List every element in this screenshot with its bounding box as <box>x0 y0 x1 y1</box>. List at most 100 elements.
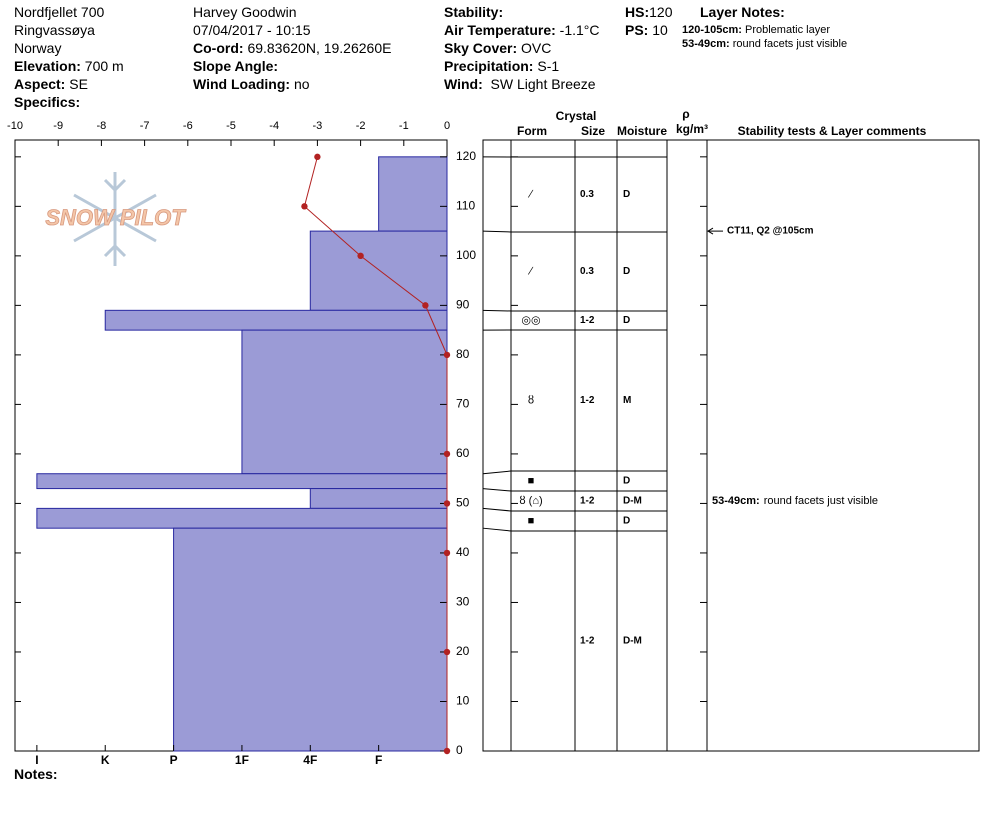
coord: Co-ord: 69.83620N, 19.26260E <box>193 39 391 57</box>
crystal-size: 0.3 <box>580 266 594 277</box>
layer-note: 53-49cm: round facets just visible <box>682 38 847 50</box>
value: S-1 <box>537 58 560 74</box>
layer-connector <box>482 230 512 233</box>
crystal-size: 1-2 <box>580 315 595 326</box>
text: round facets just visible <box>732 38 848 50</box>
range: 120-105cm: <box>682 24 742 36</box>
y-tick-label: 100 <box>456 248 476 262</box>
header-comments: Stability tests & Layer comments <box>738 124 927 138</box>
temperature-point <box>314 153 321 161</box>
crystal-size: 1-2 <box>580 636 595 647</box>
y-tick-label: 60 <box>456 446 470 460</box>
elevation: Elevation: 700 m <box>14 57 124 75</box>
hardness-bar <box>309 488 448 509</box>
x-tick-label: 0 <box>444 120 450 132</box>
hardness-tick-label: I <box>35 753 38 767</box>
x-tick-label: -1 <box>399 120 409 132</box>
x-tick-label: -2 <box>356 120 366 132</box>
crystal-form: ◎◎ <box>521 314 540 326</box>
crystal-form: ∕ <box>527 265 534 277</box>
crystal-form: ȣ <box>528 394 534 406</box>
value: SW Light Breeze <box>490 76 596 92</box>
value: OVC <box>521 40 552 56</box>
layer-connector <box>482 309 512 312</box>
hardness-bar <box>36 507 448 529</box>
temperature-point <box>301 203 308 210</box>
x-tick-label: -6 <box>183 120 193 132</box>
hardness-tick-label: K <box>101 753 110 767</box>
x-tick-label: -7 <box>140 120 150 132</box>
observer: Harvey Goodwin <box>193 4 297 20</box>
label: Elevation: <box>14 58 81 74</box>
x-tick-label: -9 <box>53 120 63 132</box>
y-tick-label: 70 <box>456 397 470 411</box>
hardness-tick-label: P <box>170 753 178 767</box>
layer-comment: 53-49cm: round facets just visible <box>712 495 878 507</box>
specifics: Specifics: <box>14 93 80 111</box>
hardness-bar <box>309 230 448 311</box>
logo <box>73 172 157 266</box>
moisture: D-M <box>623 636 642 647</box>
temperature-point <box>422 302 429 309</box>
sky-cover: Sky Cover: OVC <box>444 39 551 57</box>
value: 700 m <box>84 58 124 74</box>
moisture: D <box>623 189 630 200</box>
moisture: D-M <box>623 496 642 507</box>
logo-text: SNOW PILOT <box>45 205 186 230</box>
label: Sky Cover: <box>444 40 518 56</box>
y-tick-label: 20 <box>456 644 470 658</box>
moisture: M <box>623 395 631 406</box>
label: Aspect: <box>14 76 66 92</box>
moisture: D <box>623 266 630 277</box>
value: no <box>293 76 310 92</box>
text: Problematic layer <box>745 24 830 36</box>
label: Precipitation: <box>444 58 534 74</box>
notes-label: Notes: <box>14 766 58 782</box>
x-tick-label: -8 <box>97 120 107 132</box>
y-tick-label: 90 <box>456 298 470 312</box>
y-tick-label: 120 <box>456 149 476 163</box>
layer-connector <box>482 527 512 532</box>
temperature-point <box>443 500 451 507</box>
hardness-tick-label: 1F <box>235 753 249 767</box>
moisture: D <box>623 315 630 326</box>
stability-test: CT11, Q2 @105cm <box>727 226 814 237</box>
hardness-bar <box>378 156 448 232</box>
y-tick-label: 30 <box>456 595 470 609</box>
temperature-point <box>357 252 364 260</box>
value: SE <box>69 76 88 92</box>
temperature-point <box>443 648 451 656</box>
aspect: Aspect: SE <box>14 75 88 93</box>
moisture: D <box>623 476 630 487</box>
hs: HS:120 <box>625 3 672 21</box>
crystal-size: 1-2 <box>580 395 595 406</box>
label: Layer Notes: <box>700 4 785 20</box>
country: Norway <box>14 40 62 56</box>
temperature-point <box>443 747 451 755</box>
temperature-line <box>303 156 448 751</box>
hardness-tick-label: 4F <box>303 753 317 767</box>
temperature-point <box>443 549 451 557</box>
comment-text: round facets just visible <box>764 495 878 507</box>
hardness-bar <box>241 329 448 475</box>
temperature-point <box>443 450 451 458</box>
value: 69.83620N, 19.26260E <box>247 40 392 56</box>
x-tick-label: -5 <box>226 120 236 132</box>
range: 53-49cm: <box>682 38 730 50</box>
y-tick-label: 80 <box>456 347 470 361</box>
header-form: Form <box>517 124 547 138</box>
label: Co-ord: <box>193 40 244 56</box>
y-tick-label: 110 <box>456 199 475 213</box>
precipitation: Precipitation: S-1 <box>444 57 559 75</box>
header-density: ρ <box>682 107 689 121</box>
crystal-form: ȣ (⌂) <box>519 495 542 507</box>
table-columns <box>510 140 708 751</box>
crystal-size: 1-2 <box>580 496 595 507</box>
temperature-point <box>443 351 451 359</box>
crystal-form: ∕ <box>527 188 534 200</box>
layer-note: 120-105cm: Problematic layer <box>682 24 830 36</box>
value: -1.1°C <box>559 22 600 38</box>
air-temperature: Air Temperature: -1.1°C <box>444 21 600 39</box>
